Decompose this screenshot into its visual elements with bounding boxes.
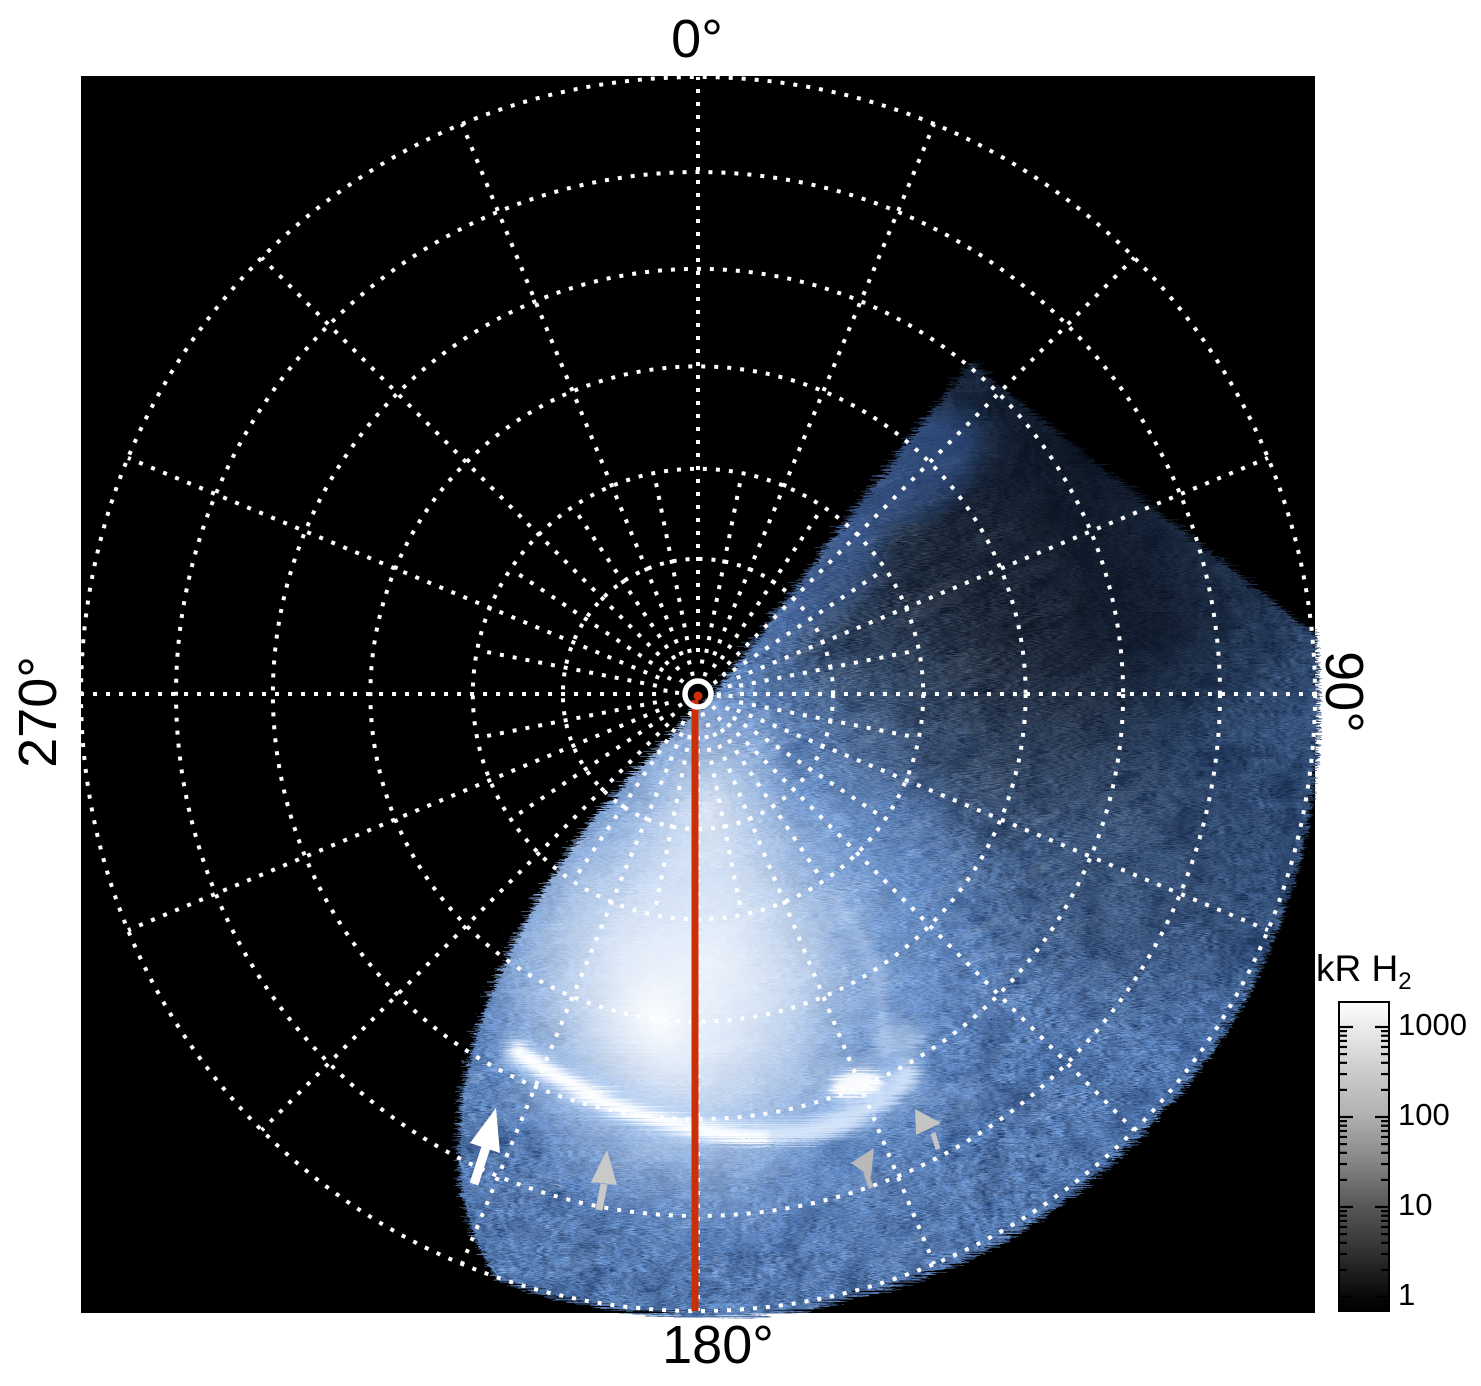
white-arrow bbox=[469, 1108, 500, 1186]
colorbar-ticks bbox=[1340, 1025, 1388, 1307]
colorbar-title-subscript: 2 bbox=[1398, 968, 1412, 995]
angle-label-270: 270° bbox=[8, 656, 68, 768]
angle-label-0: 0° bbox=[671, 9, 723, 69]
colorbar-tick-1000: 1000 bbox=[1398, 1007, 1467, 1042]
angle-label-180: 180° bbox=[662, 1315, 774, 1375]
angle-label-90: 90° bbox=[1314, 651, 1374, 733]
colorbar-title: kR H2 bbox=[1316, 948, 1412, 995]
colorbar-tick-10: 10 bbox=[1398, 1187, 1433, 1222]
center-marker bbox=[682, 678, 714, 710]
colorbar-tick-1: 1 bbox=[1398, 1277, 1416, 1312]
gray-arrowhead-right bbox=[915, 1109, 941, 1150]
bright-spot bbox=[805, 1012, 919, 1105]
annotation-arrows bbox=[469, 1108, 941, 1211]
colorbar-tick-100: 100 bbox=[1398, 1097, 1450, 1132]
colorbar bbox=[1338, 1001, 1390, 1312]
gray-arrowhead-left bbox=[851, 1148, 874, 1189]
lightgray-arrow bbox=[591, 1150, 617, 1211]
center-dot bbox=[693, 691, 703, 701]
